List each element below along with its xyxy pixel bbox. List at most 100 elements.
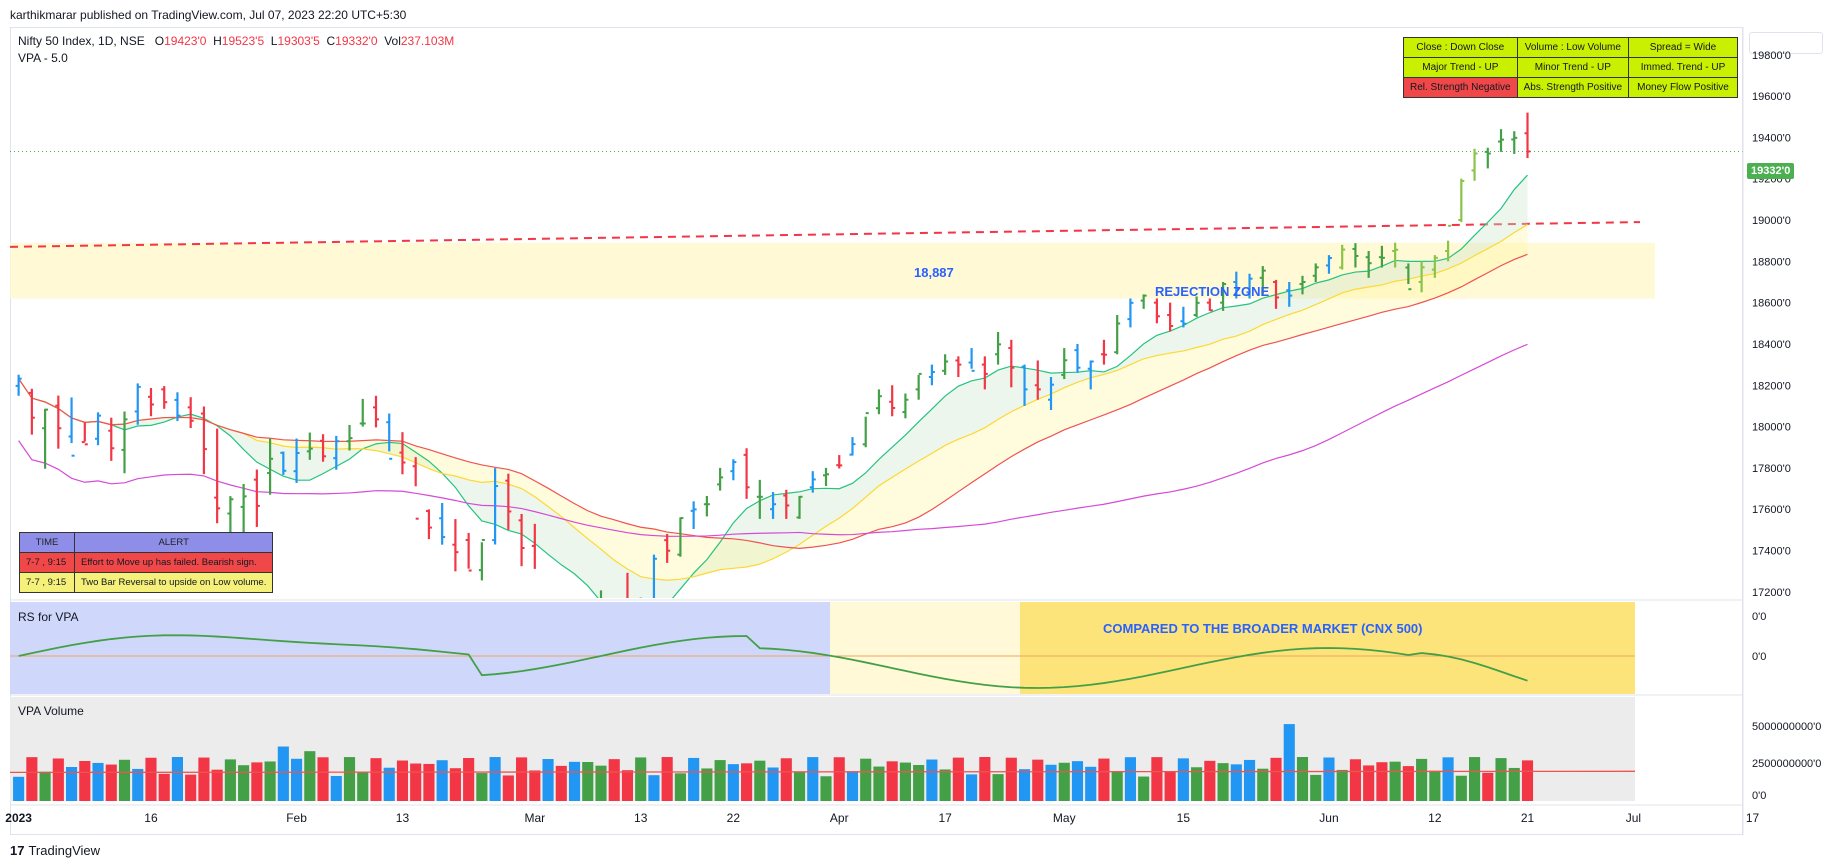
volume-bar — [396, 760, 409, 801]
volume-bar — [1138, 776, 1150, 801]
volume-bar — [1124, 757, 1136, 801]
volume-bar — [767, 767, 779, 801]
volume-bar — [66, 767, 78, 801]
ma-slow-line — [18, 253, 1528, 550]
volume-bar — [383, 767, 395, 801]
compared-label: COMPARED TO THE BROADER MARKET (CNX 500) — [1103, 621, 1423, 636]
volume-bar — [979, 757, 991, 801]
volume-bar — [886, 761, 898, 801]
rs-pane-bg-lightyellow — [830, 602, 1020, 694]
tradingview-logo[interactable]: 17 TradingView — [10, 843, 100, 858]
time-tick-label: Jul — [1626, 811, 1641, 825]
volume-bar — [370, 758, 382, 801]
price-tick-label: 18200'0 — [1752, 380, 1791, 392]
volume-bar — [158, 773, 170, 801]
volume-label: Vol — [384, 34, 401, 48]
rs-tick-label: 0'0 — [1752, 651, 1766, 663]
status-cell: Close : Down Close — [1403, 37, 1518, 58]
volume-average-line — [9, 770, 1636, 774]
price-tick-label: 17400'0 — [1752, 545, 1791, 557]
symbol-legend[interactable]: Nifty 50 Index, 1D, NSE O19423'0 H19523'… — [18, 34, 454, 48]
time-tick-label: 15 — [1177, 811, 1191, 825]
volume-bar — [1032, 759, 1044, 801]
volume-tick-label: 0'0 — [1752, 790, 1766, 802]
alert-cell: Two Bar Reversal to upside on Low volume… — [73, 572, 274, 593]
rs-pane-bg-blue — [10, 602, 830, 694]
volume-bar — [555, 765, 567, 801]
volume-bar — [1151, 757, 1163, 801]
alert-cell: Effort to Move up has failed. Bearish si… — [73, 552, 274, 573]
price-tick-label: 18400'0 — [1752, 339, 1791, 351]
volume-bar — [1508, 767, 1520, 801]
volume-bar — [899, 762, 911, 801]
time-tick-label: 17 — [938, 811, 952, 825]
indicator-legend[interactable]: VPA - 5.0 — [18, 51, 68, 65]
volume-bar — [171, 757, 184, 801]
volume-pane-label[interactable]: VPA Volume — [18, 704, 84, 718]
status-cell: Major Trend - UP — [1403, 57, 1518, 78]
chart-search-box[interactable] — [1749, 32, 1823, 54]
volume-bar — [568, 761, 581, 801]
volume-bar — [251, 762, 263, 801]
volume-bar — [1071, 761, 1084, 801]
volume-bar — [1376, 762, 1388, 801]
time-tick-label: 2023 — [5, 811, 32, 825]
volume-bar — [1455, 775, 1467, 801]
volume-bar — [608, 759, 620, 801]
price-tick-label: 19600'0 — [1752, 91, 1791, 103]
status-cell: Money Flow Positive — [1628, 77, 1739, 98]
volume-bar — [542, 759, 554, 801]
time-tick-label: Apr — [830, 811, 849, 825]
volume-bar — [952, 757, 964, 801]
volume-bar — [873, 766, 885, 801]
level-value-label: 18,887 — [914, 265, 954, 280]
time-tick-label: 13 — [396, 811, 410, 825]
volume-bar — [1495, 758, 1507, 801]
volume-bar — [1045, 764, 1057, 801]
time-tick-label: 13 — [634, 811, 648, 825]
price-tick-label: 17600'0 — [1752, 504, 1791, 516]
status-table: Close : Down Close Volume : Low Volume Spr… — [1403, 37, 1739, 98]
volume-bar — [1058, 762, 1070, 801]
rs-pane-label[interactable]: RS for VPA — [18, 610, 79, 624]
price-tick-label: 18000'0 — [1752, 422, 1791, 434]
volume-bar — [833, 757, 845, 801]
volume-bar — [449, 768, 461, 801]
time-tick-label: Mar — [524, 811, 545, 825]
volume-bar — [1349, 759, 1361, 801]
symbol-title: Nifty 50 Index, 1D, NSE — [18, 34, 145, 48]
last-price-badge: 19332'0 — [1747, 163, 1795, 179]
volume-bar — [423, 763, 435, 801]
price-tick-label: 18800'0 — [1752, 256, 1791, 268]
volume-bar — [317, 757, 329, 801]
alert-table: TIME ALERT 7-7 , 9:15 Effort to Move up has… — [19, 532, 274, 593]
volume-bar — [741, 763, 753, 801]
volume-bar — [436, 760, 448, 801]
time-tick-label: May — [1053, 811, 1076, 825]
status-cell: Immed. Trend - UP — [1628, 57, 1739, 78]
volume-bar — [291, 758, 303, 801]
volume-bar — [846, 771, 859, 801]
time-tick-label: 16 — [144, 811, 158, 825]
volume-bar — [595, 765, 607, 801]
volume-bar — [1363, 765, 1375, 801]
volume-bar — [1085, 766, 1097, 801]
volume-bar — [238, 765, 250, 801]
tradingview-mark-icon: 17 — [10, 843, 25, 858]
volume-bar — [529, 770, 541, 801]
volume-bar — [1402, 766, 1414, 801]
volume-bar — [1296, 757, 1309, 801]
price-tick-label: 18600'0 — [1752, 298, 1791, 310]
volume-bar — [1429, 770, 1441, 801]
volume-bar — [1468, 757, 1481, 801]
volume-bar — [52, 758, 64, 801]
volume-bar — [992, 774, 1004, 801]
volume-bar — [105, 764, 117, 801]
volume-bar — [1270, 757, 1282, 801]
status-cell: Spread = Wide — [1628, 37, 1739, 58]
volume-bar — [357, 772, 369, 801]
status-cell: Minor Trend - UP — [1516, 57, 1630, 78]
status-cell: Volume : Low Volume — [1516, 37, 1630, 58]
volume-bar — [264, 761, 276, 801]
